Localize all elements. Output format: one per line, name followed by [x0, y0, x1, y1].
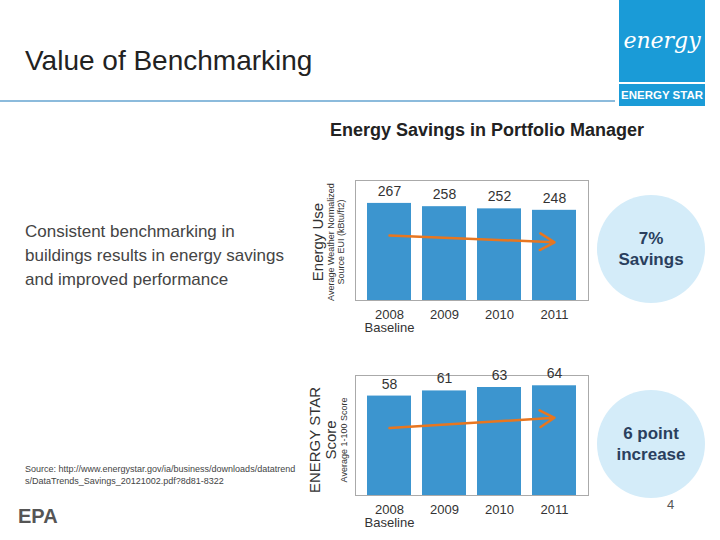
html-text:Average 1-100 Score: Average 1-100 Score: [339, 397, 349, 483]
svg-text:2008Baseline: 2008Baseline: [365, 307, 415, 335]
html-text:Energy Savings in Portfolio Ma: Energy Savings in Portfolio Manager: [330, 120, 645, 140]
html-text:4: 4: [667, 497, 675, 512]
svg-text:258: 258: [433, 186, 457, 202]
svg-text:2011: 2011: [541, 502, 569, 517]
svg-text:2009: 2009: [430, 502, 459, 517]
html-text:EPA: EPA: [18, 505, 58, 527]
svg-text:58: 58: [382, 376, 398, 392]
html-text:6 point increase: 6 point increase: [616, 424, 686, 464]
html-text:Energy Use: Energy Use: [309, 202, 326, 282]
svg-text:2008Baseline: 2008Baseline: [365, 502, 415, 530]
svg-text:248: 248: [543, 190, 567, 206]
svg-text:61: 61: [437, 370, 453, 386]
html-text:7% Savings: 7% Savings: [618, 229, 684, 269]
html-text:Consistent benchmarking in bui: Consistent benchmarking in buildings res…: [25, 222, 284, 289]
svg-text:2011: 2011: [541, 307, 569, 322]
svg-text:267: 267: [378, 183, 402, 199]
svg-text:2010: 2010: [485, 502, 514, 517]
html-text:Value of Benchmarking: Value of Benchmarking: [25, 45, 313, 76]
svg-text:2009: 2009: [430, 307, 459, 322]
html-text:ENERGY STAR Score: ENERGY STAR Score: [306, 386, 339, 494]
svg-text:252: 252: [488, 188, 512, 204]
html-text:ENERGY STAR: ENERGY STAR: [621, 89, 703, 101]
svg-text:63: 63: [492, 367, 508, 383]
html-text:Average Weather Normalized Sou: Average Weather Normalized Source EUI (k…: [326, 183, 346, 301]
html-text:energy: energy: [623, 28, 701, 53]
svg-text:64: 64: [547, 365, 563, 381]
svg-text:2010: 2010: [485, 307, 514, 322]
html-text:Source: http://www.energystar.: Source: http://www.energystar.gov/ia/bus…: [25, 464, 296, 486]
